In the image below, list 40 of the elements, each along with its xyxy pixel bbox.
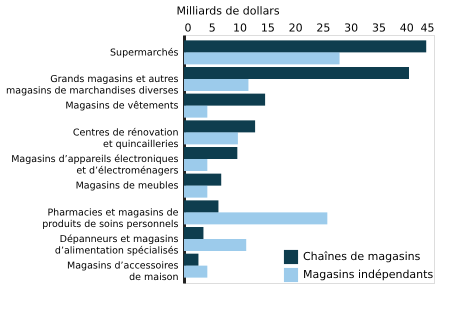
x-tick-label: 35: [372, 22, 386, 34]
bar: [184, 67, 409, 79]
y-tick-label: Centres de rénovation et quincailleries: [72, 127, 179, 150]
bar: [184, 120, 256, 132]
y-tick-label: Supermarchés: [110, 47, 179, 58]
y-tick-label: Grands magasins et autres magasins de marchandises diverses: [6, 74, 179, 96]
bar: [184, 254, 198, 266]
x-tick-label: 25: [316, 22, 330, 34]
bar: [184, 239, 246, 251]
x-tick-label: 20: [288, 22, 303, 34]
bar: [184, 132, 238, 144]
bar: [184, 106, 208, 118]
bar: [184, 94, 266, 106]
x-tick-label: 45: [420, 22, 434, 34]
y-tick-label: Dépanneurs et magasins d’alimentation spécialisés: [54, 234, 179, 256]
bar: [184, 200, 218, 212]
bar: [184, 159, 208, 171]
x-tick-label: 0: [184, 22, 192, 34]
legend-label: Chaînes de magasins: [303, 250, 421, 263]
x-tick-label: 15: [260, 22, 275, 34]
y-tick-label: Pharmacies et magasins de produits de soins personnels: [42, 207, 179, 230]
bar: [184, 147, 238, 159]
bar: [184, 40, 426, 52]
bar: [184, 79, 248, 91]
x-tick-label: 40: [400, 22, 414, 34]
bar: [184, 227, 204, 239]
legend-label: Magasins indépendants: [303, 268, 434, 281]
bar: [184, 212, 328, 224]
bar: [184, 266, 208, 278]
x-tick-label: 5: [208, 22, 216, 34]
x-axis-title: Milliards de dollars: [176, 4, 280, 18]
x-tick-label: 10: [233, 22, 248, 34]
y-tick-label: Magasins d’appareils électroniques et d’électroménagers: [11, 154, 179, 176]
y-tick-label: Magasins de meubles: [76, 180, 179, 192]
bar: [184, 186, 208, 198]
y-tick-label: Magasins de vêtements: [65, 100, 179, 112]
bar: [184, 52, 340, 64]
x-tick-label: 30: [344, 22, 358, 34]
y-tick-label: Magasins d’accessoires de maison: [67, 260, 179, 284]
bar: [184, 174, 222, 186]
